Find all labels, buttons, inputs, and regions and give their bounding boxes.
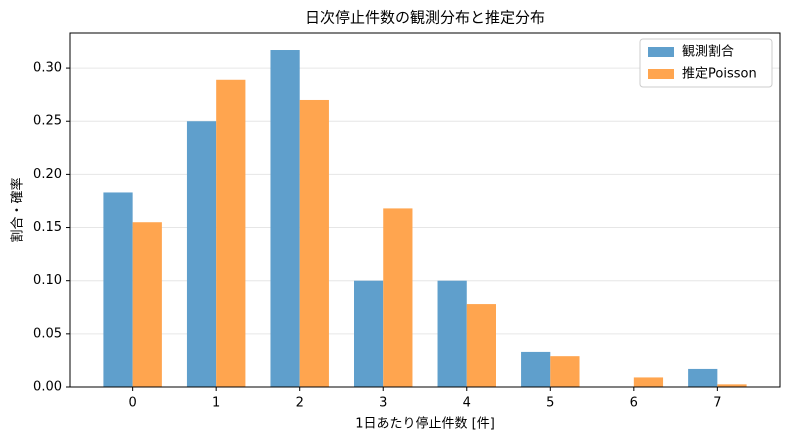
bar [186, 121, 217, 387]
y-tick-label: 0.10 [33, 273, 62, 288]
y-tick-label: 0.30 [33, 61, 62, 76]
x-tick-label: 4 [463, 396, 471, 411]
y-tick-label: 0.20 [33, 167, 62, 182]
bar [103, 192, 133, 387]
bar [270, 50, 300, 388]
x-axis-label: 1日あたり停止件数 [件] [355, 416, 495, 432]
legend-label: 観測割合 [682, 44, 734, 60]
bar [633, 377, 664, 387]
bar [550, 356, 580, 387]
y-tick-label: 0.05 [33, 326, 62, 341]
y-tick-label: 0.15 [33, 220, 62, 235]
legend-label: 推定Poisson [682, 67, 757, 82]
x-tick-label: 6 [630, 396, 638, 411]
bar [299, 99, 329, 388]
plot-frame [69, 32, 781, 388]
y-tick-label: 0.00 [33, 380, 62, 395]
bar [132, 222, 162, 387]
legend-swatch [648, 69, 674, 79]
x-tick-label: 0 [129, 396, 137, 411]
y-axis-label: 割合・確率 [10, 177, 26, 242]
x-tick-label: 5 [546, 396, 554, 411]
bar [437, 280, 467, 387]
bar [466, 304, 496, 387]
chart-title: 日次停止件数の観測分布と推定分布 [305, 9, 545, 27]
bar [354, 280, 384, 387]
x-tick-label: 7 [713, 396, 721, 411]
x-tick-label: 1 [212, 396, 220, 411]
x-tick-label: 2 [296, 396, 304, 411]
bar [521, 351, 551, 387]
bar [216, 79, 246, 387]
y-tick-label: 0.25 [33, 114, 62, 129]
bar [688, 368, 718, 387]
x-tick-label: 3 [379, 396, 387, 411]
legend-swatch [648, 47, 674, 57]
bar [383, 208, 413, 387]
bar [717, 384, 747, 387]
